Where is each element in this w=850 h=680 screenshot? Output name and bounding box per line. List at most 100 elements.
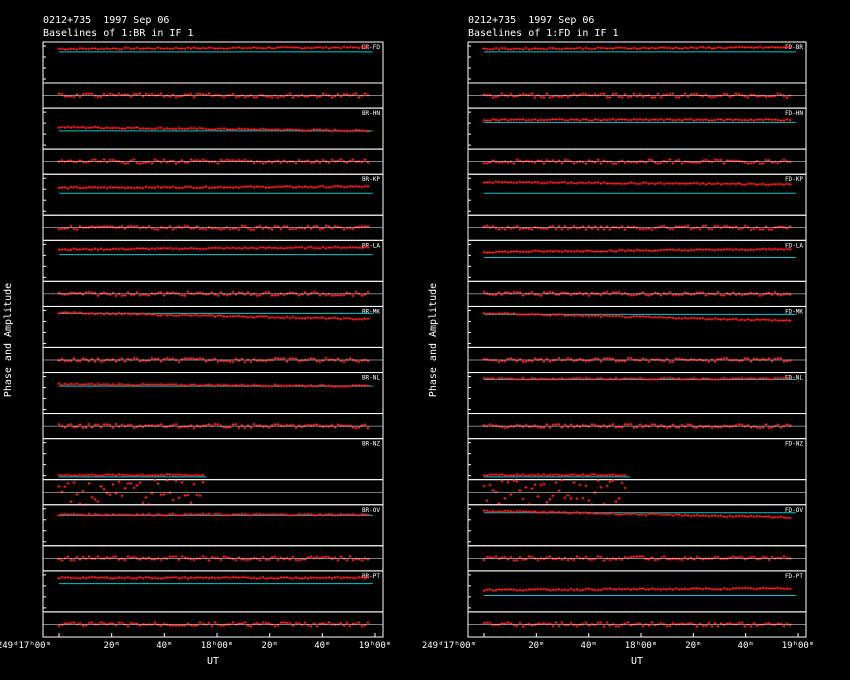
amplitude-point xyxy=(713,587,717,591)
amplitude-point xyxy=(611,473,615,477)
amplitude-point xyxy=(602,314,606,318)
amplitude-point xyxy=(482,589,486,593)
amplitude-point xyxy=(557,249,561,253)
amplitude-point xyxy=(716,248,720,252)
amplitude-point xyxy=(186,185,190,189)
phase-point xyxy=(662,93,666,97)
phase-point xyxy=(503,290,507,294)
amplitude-point xyxy=(75,576,79,580)
amplitude-point xyxy=(129,312,133,316)
amplitude-point xyxy=(270,512,274,516)
phase-point xyxy=(183,160,187,164)
amplitude-point xyxy=(153,247,157,251)
baseline-br-pt: BR-PT xyxy=(42,570,384,638)
phase-point xyxy=(276,623,280,627)
phase-point xyxy=(497,94,501,98)
amplitude-point xyxy=(599,250,603,254)
amplitude-point xyxy=(273,246,277,250)
amplitude-point xyxy=(740,118,744,122)
phase-point xyxy=(524,360,528,364)
left-title-line: Baselines of 1:BR in IF 1 xyxy=(43,28,194,39)
amplitude-point xyxy=(264,576,268,580)
amplitude-point xyxy=(587,377,591,381)
amplitude-point xyxy=(509,474,513,478)
amplitude-point xyxy=(309,512,313,516)
phase-point xyxy=(126,290,130,294)
phase-point xyxy=(566,158,570,162)
phase-point xyxy=(141,293,145,297)
phase-point xyxy=(297,293,301,297)
amplitude-point xyxy=(494,473,498,477)
amplitude-point xyxy=(566,473,570,477)
amplitude-point xyxy=(336,184,340,188)
amplitude-point xyxy=(99,311,103,315)
phase-point xyxy=(360,558,364,562)
amplitude-point xyxy=(129,576,133,580)
phase-point xyxy=(698,622,702,626)
amplitude-point xyxy=(536,473,540,477)
amplitude-point xyxy=(575,181,579,185)
amplitude-point xyxy=(776,45,780,49)
amplitude-points xyxy=(57,575,370,581)
phase-point xyxy=(710,624,714,628)
phase-point xyxy=(267,159,271,163)
phase-point xyxy=(686,291,690,295)
phase-point xyxy=(767,426,771,430)
phase-point xyxy=(497,557,501,561)
amplitude-point xyxy=(198,314,202,318)
amplitude-point xyxy=(638,47,642,51)
phase-point xyxy=(231,422,235,426)
phase-point xyxy=(539,159,543,163)
phase-point xyxy=(288,159,292,163)
phase-point xyxy=(572,92,576,96)
amplitude-point xyxy=(788,319,792,323)
phase-point xyxy=(677,425,681,429)
amplitude-point xyxy=(776,319,780,323)
amplitude-point xyxy=(222,575,226,579)
phase-point xyxy=(701,224,705,228)
amplitude-point xyxy=(743,118,747,122)
phase-point xyxy=(488,160,492,164)
amplitude-point xyxy=(114,312,118,316)
amplitude-point xyxy=(93,185,97,189)
amplitude-point xyxy=(704,247,708,251)
amplitude-point xyxy=(189,47,193,51)
amplitude-point xyxy=(593,250,597,254)
phase-point xyxy=(144,92,148,96)
amplitude-point xyxy=(572,250,576,254)
amplitude-point xyxy=(719,514,723,518)
amplitude-point xyxy=(566,118,570,122)
amplitude-point xyxy=(81,513,85,517)
phase-point xyxy=(165,557,169,561)
amplitude-point xyxy=(620,248,624,252)
amplitude-point xyxy=(764,376,768,380)
amplitude-point xyxy=(291,513,295,517)
amplitude-point xyxy=(330,129,334,133)
phase-point xyxy=(545,622,549,626)
phase-point xyxy=(366,93,370,97)
amplitude-point xyxy=(587,587,591,591)
amplitude-point xyxy=(57,248,61,252)
amplitude-point xyxy=(291,384,295,388)
amplitude-point xyxy=(647,182,651,186)
phase-point xyxy=(500,425,504,429)
baseline-label: FD-KP xyxy=(785,176,803,183)
amplitude-point xyxy=(581,47,585,51)
phase-point xyxy=(324,622,328,626)
phase-point xyxy=(527,159,531,163)
phase-point xyxy=(78,423,82,427)
amplitude-point xyxy=(132,47,136,51)
amplitude-point xyxy=(135,246,139,250)
amplitude-point xyxy=(81,247,85,251)
phase-point xyxy=(548,360,552,364)
amplitude-point xyxy=(312,513,316,517)
amplitude-point xyxy=(542,47,546,51)
phase-point xyxy=(159,558,163,562)
amplitude-point xyxy=(605,377,609,381)
amplitude-point xyxy=(599,182,603,186)
amplitude-point xyxy=(482,250,486,254)
amplitude-point xyxy=(354,317,358,321)
phase-point xyxy=(629,160,633,164)
phase-point xyxy=(740,293,744,297)
phase-point xyxy=(168,159,172,163)
